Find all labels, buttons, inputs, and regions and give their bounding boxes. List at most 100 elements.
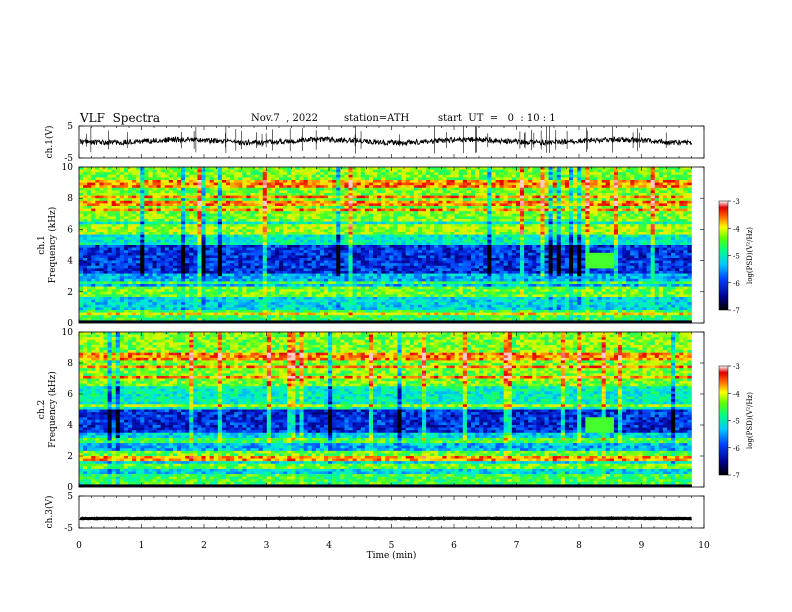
spectrogram-cell <box>667 190 672 194</box>
spectrogram-cell <box>356 229 362 233</box>
spectrogram-cell <box>352 226 357 230</box>
spectrogram-cell <box>324 206 329 209</box>
spectrogram-cell <box>315 200 321 204</box>
spectrogram-cell <box>115 237 121 241</box>
spectrogram-cell <box>683 226 688 230</box>
spectrogram-cell <box>679 167 684 170</box>
spectrogram-cell <box>658 182 664 186</box>
spectrogram-cell <box>156 211 161 215</box>
spectrogram-cell <box>111 226 117 230</box>
spectrogram-cell <box>381 198 386 202</box>
spectrogram-cell <box>270 187 276 191</box>
spectrogram-cell <box>140 208 145 212</box>
spectrogram-cell <box>409 247 415 251</box>
spectrogram-cell <box>581 242 586 246</box>
spectrogram-cell <box>319 180 325 183</box>
spectrogram-cell <box>148 213 153 217</box>
spectrogram-cell <box>164 237 170 241</box>
spectrogram-cell <box>185 169 190 173</box>
spectrogram-cell <box>589 245 594 248</box>
spectrogram-cell <box>540 169 545 173</box>
spectrogram-cell <box>385 224 390 228</box>
spectrogram-cell <box>564 193 570 196</box>
spectrogram-cell <box>409 172 415 176</box>
spectrogram-cell <box>185 177 190 181</box>
spectrogram-cell <box>671 224 676 228</box>
spectrogram-cell <box>344 167 349 170</box>
spectrogram-cell <box>99 245 104 248</box>
spectrogram-cell <box>569 169 574 173</box>
spectrogram-cell <box>569 174 574 178</box>
spectrogram-cell <box>438 167 443 170</box>
spectrogram-cell <box>520 219 525 222</box>
spectrogram-cell <box>226 174 231 178</box>
spectrogram-cell <box>622 226 627 230</box>
spectrogram-cell <box>507 200 513 204</box>
spectrogram-cell <box>368 237 374 241</box>
spectrogram-cell <box>87 226 92 230</box>
spectrogram-cell <box>401 224 406 228</box>
spectrogram-cell <box>450 169 455 173</box>
spectrogram-cell <box>348 167 353 170</box>
spectrogram-cell <box>307 177 313 181</box>
spectrogram-cell <box>397 187 402 191</box>
spectrogram-cell <box>234 219 239 222</box>
spectrogram-cell <box>177 237 182 241</box>
spectrogram-cell <box>368 224 374 228</box>
spectrogram-cell <box>385 185 390 189</box>
spectrogram-cell <box>373 247 378 251</box>
spectrogram-cell <box>544 232 549 235</box>
spectrogram-cell <box>160 237 166 241</box>
spectrogram-cell <box>638 229 643 233</box>
spectrogram-cell <box>319 174 325 178</box>
spectrogram-cell <box>458 180 464 183</box>
spectrogram-cell <box>618 200 623 204</box>
spectrogram-cell <box>377 237 382 241</box>
spectrogram-cell <box>613 193 619 196</box>
spectrogram-cell <box>201 200 206 204</box>
spectrogram-cell <box>426 234 431 238</box>
spectrogram-cell <box>364 211 370 215</box>
spectrogram-cell <box>495 167 500 170</box>
spectrogram-cell <box>123 198 129 202</box>
spectrogram-cell <box>524 219 529 222</box>
spectrogram-cell <box>83 221 88 225</box>
spectrogram-cell <box>609 174 615 178</box>
spectrogram-cell <box>483 229 488 233</box>
spectrogram-cell <box>475 221 480 225</box>
spectrogram-cell <box>164 169 170 173</box>
spectrogram-cell <box>683 229 688 233</box>
spectrogram-cell <box>479 247 484 251</box>
spectrogram-cell <box>185 174 190 178</box>
spectrogram-cell <box>266 195 272 199</box>
spectrogram-cell <box>303 174 308 178</box>
spectrogram-cell <box>83 177 88 181</box>
spectrogram-cell <box>140 242 145 246</box>
spectrogram-cell <box>250 219 255 222</box>
spectrogram-cell <box>679 169 684 173</box>
spectrogram-cell <box>217 242 223 246</box>
spectrogram-cell <box>638 208 643 212</box>
spectrogram-cell <box>532 232 537 235</box>
spectrogram-cell <box>491 237 496 241</box>
spectrogram-cell <box>319 190 325 194</box>
spectrogram-cell <box>230 216 235 220</box>
spectrogram-cell <box>438 208 443 212</box>
spectrogram-cell <box>152 219 157 222</box>
spectrogram-cell <box>613 221 619 225</box>
spectrogram-cell <box>487 247 492 251</box>
spectrogram-cell <box>123 193 129 196</box>
spectrogram-cell <box>662 190 668 194</box>
spectrogram-cell <box>385 177 390 181</box>
spectrogram-cell <box>226 211 231 215</box>
spectrogram-cell <box>111 237 117 241</box>
spectrogram-cell <box>79 200 84 204</box>
spectrogram-cell <box>242 206 247 209</box>
spectrogram-cell <box>499 224 504 228</box>
spectrogram-cell <box>258 182 264 186</box>
spectrogram-cell <box>368 203 374 207</box>
spectrogram-cell <box>328 169 333 173</box>
spectrogram-cell <box>168 216 174 220</box>
spectrogram-cell <box>548 180 553 183</box>
spectrogram-cell <box>356 182 362 186</box>
